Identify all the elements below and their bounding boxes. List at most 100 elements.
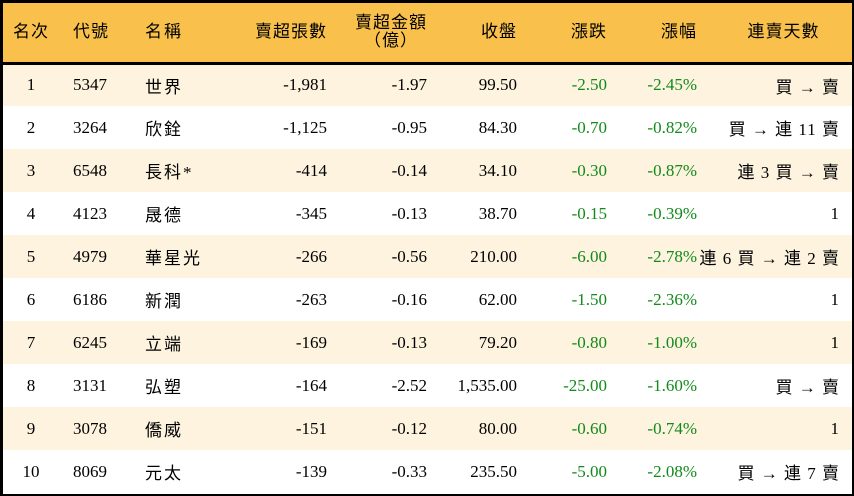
cell-rank: 10 [22, 461, 40, 481]
cell-change-pct: -2.45% [647, 75, 697, 95]
cell-amount: -0.95 [391, 117, 427, 137]
cell-close: 62.00 [478, 289, 517, 309]
cell-change: -0.30 [571, 160, 607, 180]
cell-rank: 8 [26, 375, 36, 395]
cell-consecutive-days: 買 → 賣 [775, 378, 840, 397]
table-row: 9 3078 僑威 -151 -0.12 80.00 -0.60 -0.74% … [3, 407, 852, 450]
cell-close: 210.00 [470, 246, 517, 266]
header-change: 漲跌 [517, 3, 607, 65]
cell-name: 立端 [145, 335, 183, 354]
cell-amount: -0.56 [391, 246, 427, 266]
cell-rank: 5 [26, 246, 36, 266]
cell-code: 6548 [73, 160, 107, 180]
cell-name: 欣銓 [145, 120, 183, 139]
cell-name: 晟德 [145, 206, 183, 225]
header-code: 代號 [59, 3, 133, 65]
cell-change: -25.00 [563, 375, 607, 395]
header-change-pct: 漲幅 [607, 3, 697, 65]
cell-rank: 7 [26, 332, 36, 352]
cell-change-pct: -0.39% [647, 203, 697, 223]
table-body: 1 5347 世界 -1,981 -1.97 99.50 -2.50 -2.45… [3, 63, 852, 493]
cell-amount: -0.13 [391, 203, 427, 223]
table-row: 2 3264 欣銓 -1,125 -0.95 84.30 -0.70 -0.82… [3, 106, 852, 149]
net-sell-ranking-table: 名次 代號 名稱 賣超張數 賣超金額 （億） 收盤 漲跌 漲幅 連賣天數 1 5 [3, 3, 852, 493]
cell-lots: -164 [295, 375, 327, 395]
cell-change: -0.80 [571, 332, 607, 352]
cell-code: 3078 [73, 418, 107, 438]
cell-rank: 9 [26, 418, 36, 438]
cell-change-pct: -0.74% [647, 418, 697, 438]
cell-close: 84.30 [478, 117, 517, 137]
table-row: 8 3131 弘塑 -164 -2.52 1,535.00 -25.00 -1.… [3, 364, 852, 407]
cell-change-pct: -1.00% [647, 332, 697, 352]
cell-amount: -0.33 [391, 461, 427, 481]
table-row: 7 6245 立端 -169 -0.13 79.20 -0.80 -1.00% … [3, 321, 852, 364]
cell-change: -6.00 [571, 246, 607, 266]
table-row: 6 6186 新潤 -263 -0.16 62.00 -1.50 -2.36% … [3, 278, 852, 321]
cell-close: 79.20 [478, 332, 517, 352]
cell-change: -5.00 [571, 461, 607, 481]
cell-change-pct: -1.60% [647, 375, 697, 395]
cell-amount: -0.14 [391, 160, 427, 180]
table-row: 3 6548 長科* -414 -0.14 34.10 -0.30 -0.87%… [3, 149, 852, 192]
cell-change: -0.60 [571, 418, 607, 438]
cell-change: -0.70 [571, 117, 607, 137]
cell-name: 弘塑 [145, 378, 183, 397]
table-row: 4 4123 晟德 -345 -0.13 38.70 -0.15 -0.39% … [3, 192, 852, 235]
cell-close: 80.00 [478, 418, 517, 438]
cell-code: 6186 [73, 289, 107, 309]
header-rank: 名次 [3, 3, 59, 65]
cell-amount: -1.97 [391, 75, 427, 95]
cell-close: 235.50 [470, 461, 517, 481]
cell-consecutive-days: 連 6 買 → 連 2 賣 [699, 249, 840, 268]
cell-close: 34.10 [478, 160, 517, 180]
header-consecutive-days: 連賣天數 [697, 3, 852, 65]
cell-name: 元太 [145, 464, 183, 483]
cell-name: 僑威 [145, 421, 183, 440]
cell-name: 新潤 [145, 292, 183, 311]
cell-consecutive-days: 連 3 買 → 賣 [737, 163, 840, 182]
cell-code: 6245 [73, 332, 107, 352]
cell-change-pct: -0.82% [647, 117, 697, 137]
header-name: 名稱 [133, 3, 227, 65]
table-row: 5 4979 華星光 -266 -0.56 210.00 -6.00 -2.78… [3, 235, 852, 278]
cell-amount: -2.52 [391, 375, 427, 395]
cell-lots: -169 [295, 332, 327, 352]
cell-lots: -139 [295, 461, 327, 481]
cell-lots: -414 [295, 160, 327, 180]
header-close: 收盤 [427, 3, 517, 65]
header-net-sell-amount-unit: （億） [364, 31, 418, 51]
cell-name: 華星光 [145, 249, 202, 268]
cell-rank: 4 [26, 203, 36, 223]
cell-change-pct: -2.36% [647, 289, 697, 309]
cell-lots: -266 [295, 246, 327, 266]
cell-amount: -0.13 [391, 332, 427, 352]
cell-change: -0.15 [571, 203, 607, 223]
cell-lots: -263 [295, 289, 327, 309]
table-row: 1 5347 世界 -1,981 -1.97 99.50 -2.50 -2.45… [3, 63, 852, 106]
cell-lots: -345 [295, 203, 327, 223]
cell-close: 38.70 [478, 203, 517, 223]
cell-close: 99.50 [478, 75, 517, 95]
cell-rank: 2 [26, 117, 36, 137]
header-net-sell-amount-label: 賣超金額 [355, 13, 427, 33]
cell-consecutive-days: 1 [830, 203, 840, 223]
cell-consecutive-days: 1 [830, 418, 840, 438]
cell-consecutive-days: 買 → 賣 [775, 77, 840, 97]
cell-lots: -1,981 [283, 75, 327, 95]
cell-change-pct: -2.78% [647, 246, 697, 266]
cell-code: 3264 [73, 117, 107, 137]
cell-amount: -0.16 [391, 289, 427, 309]
cell-change: -1.50 [571, 289, 607, 309]
table-row: 10 8069 元太 -139 -0.33 235.50 -5.00 -2.08… [3, 450, 852, 493]
cell-code: 8069 [73, 461, 107, 481]
cell-consecutive-days: 1 [830, 332, 840, 352]
cell-code: 4979 [73, 246, 107, 266]
header-row: 名次 代號 名稱 賣超張數 賣超金額 （億） 收盤 漲跌 漲幅 連賣天數 [3, 3, 852, 65]
cell-consecutive-days: 買 → 連 11 賣 [728, 120, 840, 139]
cell-lots: -151 [295, 418, 327, 438]
cell-consecutive-days: 買 → 連 7 賣 [737, 464, 840, 483]
cell-change-pct: -0.87% [647, 160, 697, 180]
cell-consecutive-days: 1 [830, 289, 840, 309]
